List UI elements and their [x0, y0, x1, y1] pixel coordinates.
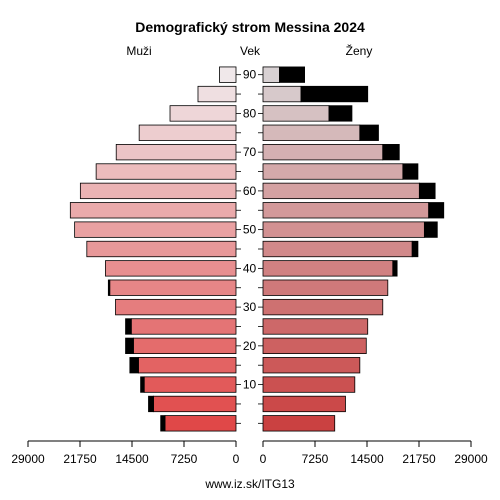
women-bar-15-19: [262, 357, 361, 374]
women-excess-60-64: [418, 182, 436, 200]
men-bar-20-24: [133, 337, 237, 354]
men-bar-50-54: [74, 221, 237, 238]
women-excess-80-84: [328, 105, 353, 122]
age-tick-label: 70: [243, 145, 257, 159]
women-label: Ženy: [346, 43, 373, 58]
men-bar-90+: [219, 66, 237, 83]
men-excess-5-9: [148, 395, 154, 413]
men-bar-10-14: [143, 376, 237, 393]
men-bar-60-64: [79, 182, 237, 200]
women-bar-0-4: [262, 415, 336, 432]
women-bar-10-14: [262, 376, 356, 393]
men-x-tick-label: 0: [233, 452, 240, 466]
women-bar-85-89: [262, 85, 302, 103]
men-excess-25-29: [125, 318, 132, 335]
men-excess-10-14: [140, 376, 145, 393]
women-bar-30-34: [262, 298, 384, 316]
men-label: Muži: [126, 44, 151, 58]
men-bar-85-89: [197, 85, 237, 103]
age-tick-label: 90: [243, 68, 257, 82]
men-bar-65-69: [95, 163, 237, 180]
women-excess-85-89: [300, 85, 369, 103]
men-bar-70-74: [115, 144, 237, 161]
men-bar-0-4: [164, 415, 237, 432]
women-x-tick-label: 21750: [402, 452, 436, 466]
men-bar-15-19: [138, 357, 237, 374]
age-tick-label: 50: [243, 223, 257, 237]
age-tick-label: 60: [243, 184, 257, 198]
men-bar-25-29: [130, 318, 237, 335]
men-bar-30-34: [115, 298, 237, 316]
age-tick-label: 30: [243, 300, 257, 314]
men-bar-5-9: [153, 395, 237, 413]
women-bar-45-49: [262, 240, 413, 258]
chart-title: Demografický strom Messina 2024: [135, 19, 365, 35]
men-bar-55-59: [69, 202, 237, 219]
women-excess-70-74: [382, 144, 400, 161]
women-bar-60-64: [262, 182, 420, 200]
source-label: www.iz.sk/ITG13: [204, 477, 295, 491]
bars-group: [69, 66, 445, 432]
women-excess-45-49: [411, 240, 419, 258]
men-excess-15-19: [129, 357, 139, 374]
age-tick-label: 10: [243, 378, 257, 392]
age-axis: 10 20 30 40 50 60 70 80 90: [236, 68, 263, 424]
women-x-tick-label: 14500: [350, 452, 384, 466]
women-x-tick-label: 0: [260, 452, 267, 466]
women-bar-50-54: [262, 221, 425, 238]
men-bar-35-39: [109, 279, 237, 296]
men-x-tick-label: 14500: [115, 452, 149, 466]
women-excess-75-79: [359, 124, 379, 141]
women-bar-20-24: [262, 337, 367, 354]
men-excess-0-4: [160, 415, 166, 432]
men-bar-80-84: [169, 105, 237, 122]
women-excess-50-54: [423, 221, 438, 238]
women-bar-40-44: [262, 260, 394, 277]
women-bar-70-74: [262, 144, 384, 161]
women-x-tick-label: 29000: [454, 452, 488, 466]
women-bar-65-69: [262, 163, 404, 180]
women-bar-25-29: [262, 318, 369, 335]
men-bar-75-79: [138, 124, 237, 141]
women-bar-55-59: [262, 202, 430, 219]
men-bar-45-49: [86, 240, 237, 258]
women-x-tick-label: 7250: [302, 452, 329, 466]
age-tick-label: 40: [243, 261, 257, 275]
men-excess-35-39: [107, 279, 111, 296]
women-excess-90+: [279, 66, 306, 83]
women-bar-5-9: [262, 395, 346, 413]
women-excess-65-69: [402, 163, 419, 180]
population-axes: 0 0 7250 7250 14500 14500 21750 21750 29000 29000: [11, 440, 488, 466]
age-tick-label: 80: [243, 106, 257, 120]
age-label: Vek: [240, 44, 261, 58]
men-bar-40-44: [105, 260, 237, 277]
women-excess-55-59: [428, 202, 445, 219]
age-tick-label: 20: [243, 339, 257, 353]
women-excess-40-44: [392, 260, 398, 277]
women-bar-35-39: [262, 279, 389, 296]
men-x-tick-label: 7250: [171, 452, 198, 466]
women-bar-80-84: [262, 105, 330, 122]
men-x-tick-label: 21750: [63, 452, 97, 466]
men-excess-20-24: [125, 337, 134, 354]
women-bar-75-79: [262, 124, 361, 141]
women-bar-90+: [262, 66, 280, 83]
men-x-tick-label: 29000: [11, 452, 45, 466]
